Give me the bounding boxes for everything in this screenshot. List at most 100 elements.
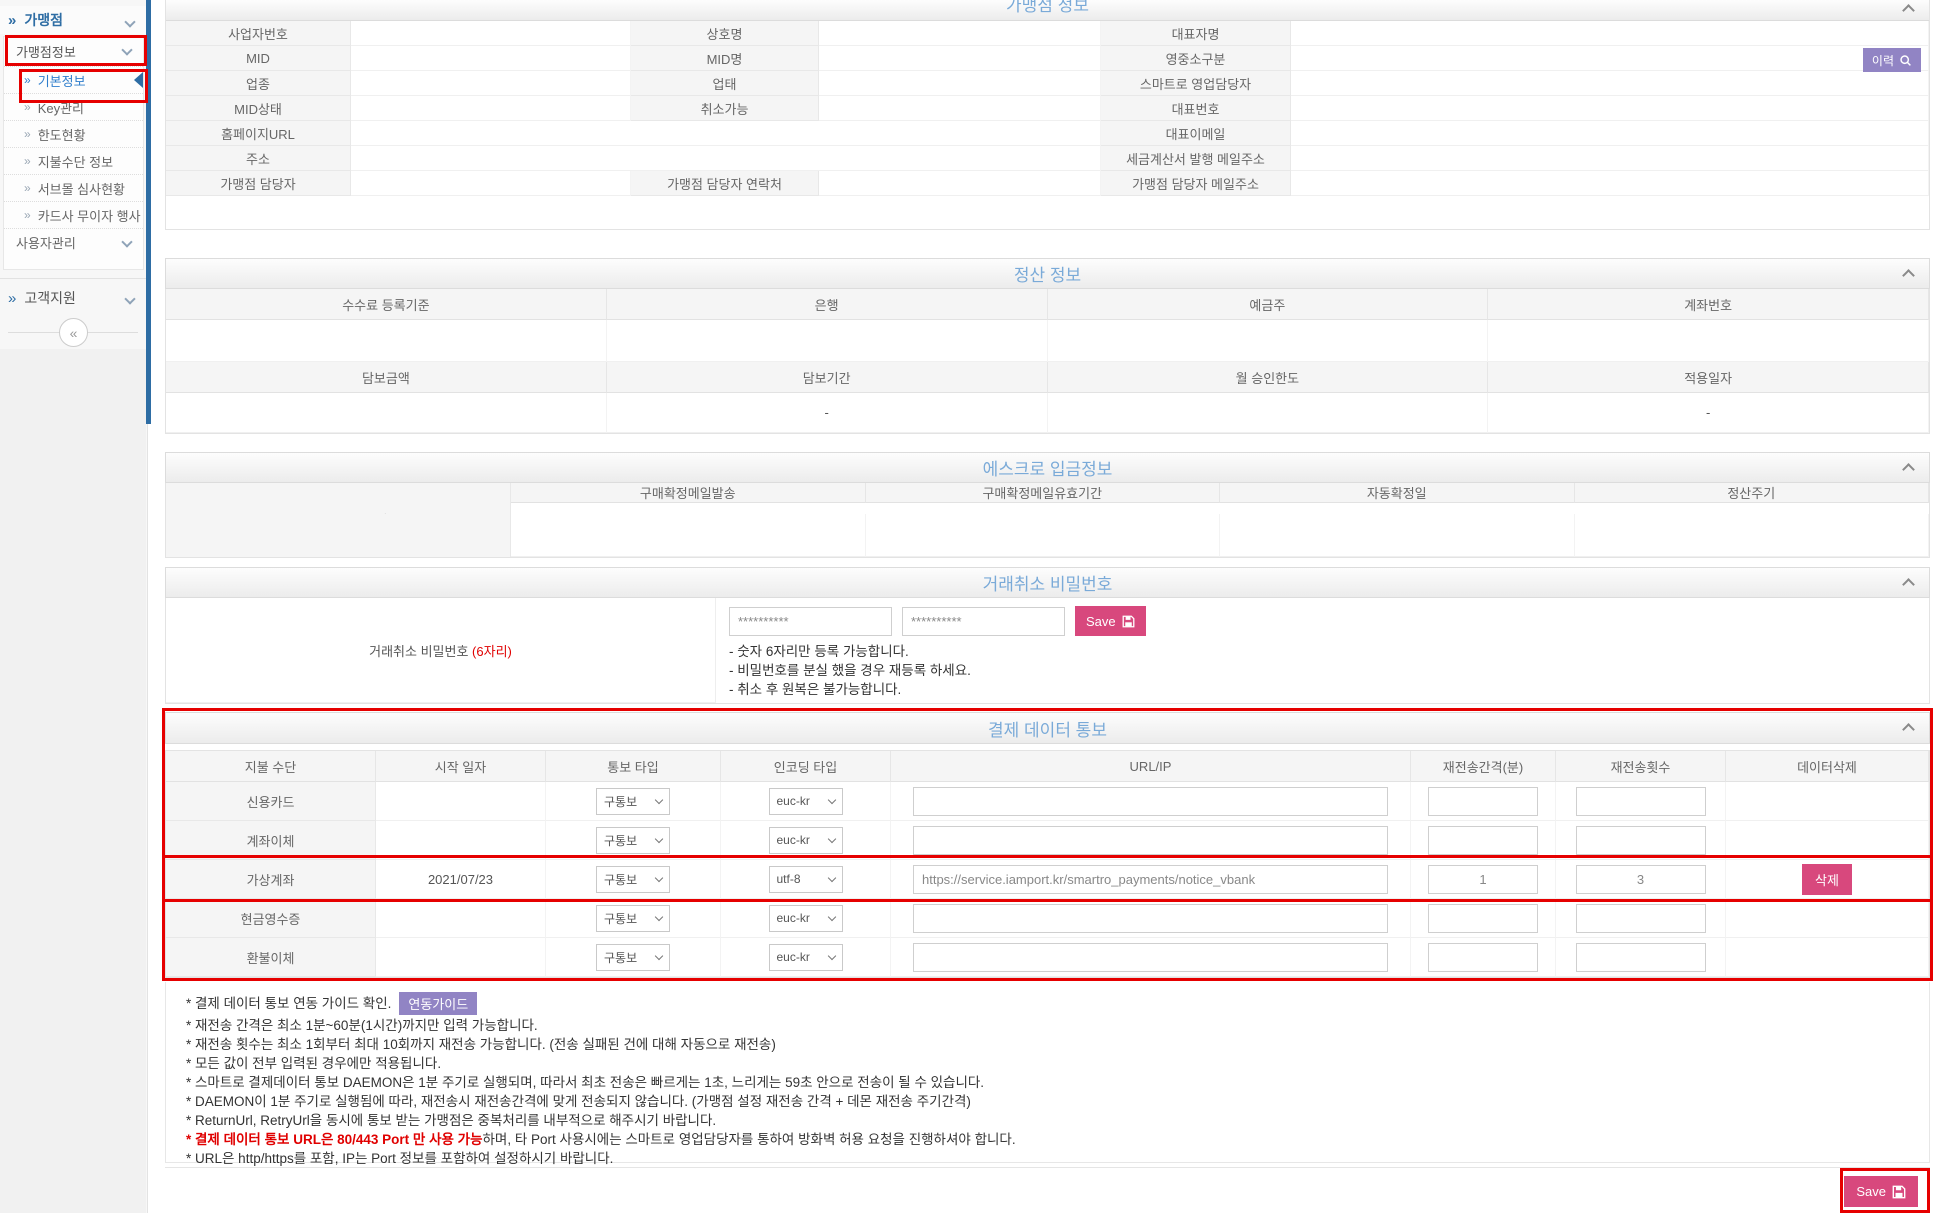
cell	[1411, 782, 1556, 821]
cancel-password-input-1[interactable]	[729, 606, 892, 636]
sidebar-item-merchant[interactable]: » 가맹점	[0, 6, 146, 34]
cancel-password-input-2[interactable]	[902, 606, 1065, 636]
divider	[165, 1167, 1930, 1168]
field-value	[351, 96, 631, 121]
section-title: 정산 정보	[1013, 266, 1082, 285]
encoding-select[interactable]: euc-kr	[768, 904, 843, 932]
cell	[891, 860, 1411, 899]
notify-type-select[interactable]: 구통보	[596, 943, 670, 971]
resend-count-input[interactable]	[1575, 942, 1706, 972]
field-label: 홈페이지URL	[166, 121, 351, 146]
notify-type-select[interactable]: 구통보	[596, 904, 670, 932]
cell	[891, 899, 1411, 938]
field-label: 업태	[631, 71, 819, 96]
column-header: 지불 수단	[166, 751, 376, 782]
payment-method-label: 계좌이체	[166, 821, 376, 860]
sidebar-item-payment-method-info[interactable]: » 지불수단 정보	[4, 147, 143, 174]
field-label: 스마트로 영업담당자	[1101, 71, 1291, 96]
sidebar-item-key-mgmt[interactable]: » Key관리	[4, 93, 143, 120]
collapse-section-icon[interactable]	[1902, 269, 1915, 282]
sidebar-item-basic-info[interactable]: » 기본정보	[4, 66, 143, 93]
resend-interval-input[interactable]	[1428, 786, 1538, 816]
section-header: 에스크로 입금정보	[165, 452, 1930, 483]
notify-type-select[interactable]: 구통보	[596, 787, 670, 815]
active-marker-icon	[134, 72, 143, 88]
field-label: 가맹점 담당자	[166, 171, 351, 196]
collapse-section-icon[interactable]	[1902, 578, 1915, 591]
resend-count-input[interactable]	[1575, 825, 1706, 855]
column-header: 수수료 등록기준	[166, 289, 607, 320]
notify-type-select[interactable]: 구통보	[596, 865, 670, 893]
resend-interval-input[interactable]	[1428, 903, 1538, 933]
notify-row-credit-card: 신용카드 구통보 euc-kr	[166, 782, 1929, 821]
chevron-down-icon[interactable]	[124, 16, 136, 28]
resend-interval-input[interactable]	[1428, 825, 1538, 855]
encoding-select[interactable]: utf-8	[768, 865, 843, 893]
sidebar-item-label: 고객지원	[24, 290, 76, 306]
footnote: * 스마트로 결제데이터 통보 DAEMON은 1분 주기로 실행되며, 따라서…	[186, 1075, 985, 1090]
footnote: * ReturnUrl, RetryUrl을 동시에 통보 받는 가맹점은 중복…	[186, 1113, 717, 1128]
resend-interval-input[interactable]	[1428, 942, 1538, 972]
sidebar-item-support[interactable]: » 고객지원	[0, 284, 146, 312]
select-value: 구통보	[604, 833, 638, 848]
url-input[interactable]	[913, 864, 1388, 894]
collapse-section-icon[interactable]	[1902, 463, 1915, 476]
chevron-down-icon[interactable]	[124, 293, 136, 305]
encoding-select[interactable]: euc-kr	[768, 787, 843, 815]
delete-button[interactable]: 삭제	[1802, 863, 1852, 895]
table-row: 홈페이지URL 대표이메일	[166, 121, 1929, 146]
footnote-text: 하며, 타 Port 사용시에는 스마트로 영업담당자를 통하여 방화벽 허용 …	[482, 1132, 1016, 1147]
field-label: 사업자번호	[166, 21, 351, 46]
collapse-section-icon[interactable]	[1902, 4, 1915, 17]
encoding-select[interactable]: euc-kr	[768, 943, 843, 971]
chevron-down-icon[interactable]	[121, 236, 133, 248]
resend-count-input[interactable]	[1575, 864, 1706, 894]
url-input[interactable]	[913, 825, 1388, 855]
field-value	[1047, 393, 1489, 433]
notify-row-bank-transfer: 계좌이체 구통보 euc-kr	[166, 821, 1929, 860]
sidebar-item-submall-review[interactable]: » 서브몰 심사현황	[4, 174, 143, 201]
section-merchant-info: 가맹점 정보 사업자번호 상호명 대표자명 MID MID명 영중소구분 업종 …	[165, 0, 1930, 230]
sidebar-item-limit-status[interactable]: » 한도현황	[4, 120, 143, 147]
chevron-down-icon	[654, 834, 664, 843]
url-input[interactable]	[913, 786, 1388, 816]
chevron-down-icon	[654, 873, 664, 882]
column-header: URL/IP	[891, 751, 1411, 782]
sidebar-item-label: 기본정보	[37, 73, 86, 89]
sidebar-item-merchant-info[interactable]: 가맹점정보	[4, 37, 143, 66]
chevron-down-icon[interactable]	[121, 44, 133, 56]
table-row: - -	[166, 393, 1929, 433]
collapse-section-icon[interactable]	[1902, 723, 1915, 736]
field-value	[351, 21, 631, 46]
sidebar-collapse-button[interactable]: «	[59, 318, 88, 347]
section-title: 결제 데이터 통보	[988, 720, 1107, 740]
resend-interval-input[interactable]	[1428, 864, 1538, 894]
save-password-button[interactable]: Save	[1075, 606, 1146, 636]
resend-count-input[interactable]	[1575, 903, 1706, 933]
cell: 구통보	[546, 782, 721, 821]
notify-type-select[interactable]: 구통보	[596, 826, 670, 854]
field-label: 영중소구분	[1101, 46, 1291, 71]
field-value	[351, 146, 1101, 171]
resend-count-input[interactable]	[1575, 786, 1706, 816]
select-value: euc-kr	[776, 794, 810, 808]
integration-guide-button[interactable]: 연동가이드	[399, 991, 478, 1015]
field-label: 취소가능	[631, 96, 819, 121]
sidebar-item-label: Key관리	[37, 100, 85, 116]
sidebar-item-card-interest-free[interactable]: » 카드사 무이자 행사	[4, 201, 143, 228]
save-button[interactable]: Save	[1844, 1176, 1918, 1207]
footnote-text: * 결제 데이터 통보 연동 가이드 확인.	[186, 995, 392, 1011]
notify-row-cash-receipt: 현금영수증 구통보 euc-kr	[166, 899, 1929, 938]
field-label: 상호명	[631, 21, 819, 46]
section-payment-notify: 결제 데이터 통보 지불 수단 시작 일자 통보 타입 인코딩 타입 URL/I…	[165, 712, 1930, 978]
section-header: 거래취소 비밀번호	[165, 567, 1930, 598]
floppy-icon	[1892, 1185, 1906, 1198]
start-date	[376, 938, 546, 977]
sidebar-item-user-mgmt[interactable]: 사용자관리	[4, 228, 143, 255]
url-input[interactable]	[913, 942, 1388, 972]
url-input[interactable]	[913, 903, 1388, 933]
history-button[interactable]: 이력	[1862, 48, 1921, 72]
section-title: 에스크로 입금정보	[982, 460, 1113, 479]
select-value: euc-kr	[776, 911, 810, 925]
encoding-select[interactable]: euc-kr	[768, 826, 843, 854]
